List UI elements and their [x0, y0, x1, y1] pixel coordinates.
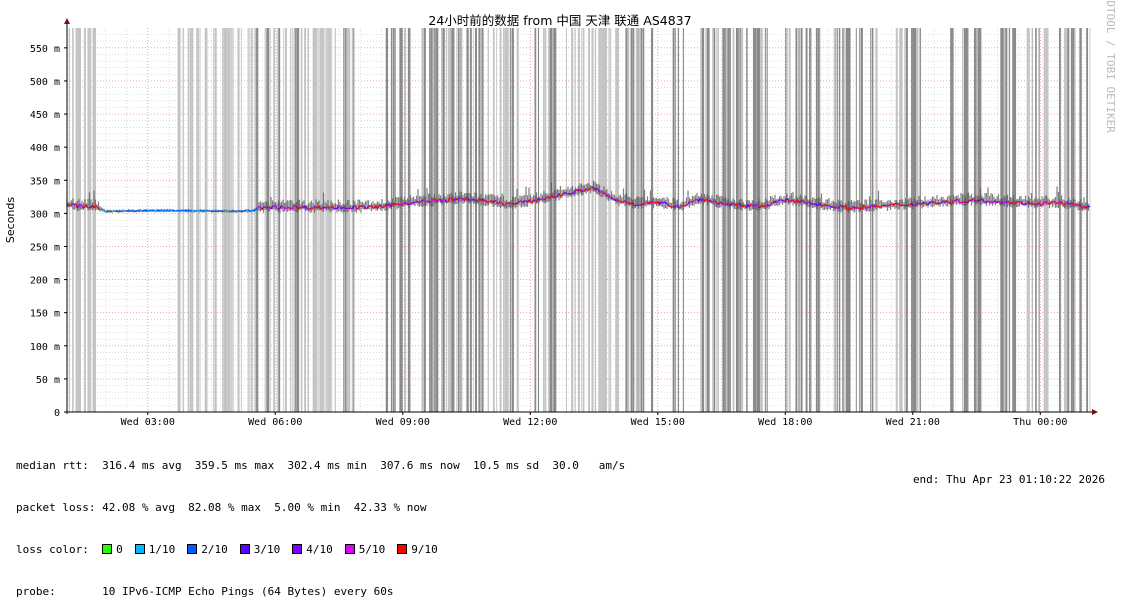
x-tick-label: Wed 12:00: [503, 417, 557, 428]
loss-color-swatch: [187, 544, 197, 554]
loss-band: [896, 28, 921, 412]
loss-band: [700, 28, 767, 412]
loss-color-swatch: [102, 544, 112, 554]
legend-panel: median rtt: 316.4 ms avg 359.5 ms max 30…: [16, 431, 625, 613]
loss-color-item: 0: [102, 543, 123, 556]
y-tick-label: 150 m: [30, 309, 60, 320]
y-tick-label: 0: [54, 408, 60, 419]
loss-color-item: 3/10: [240, 543, 281, 556]
y-tick-label: 200 m: [30, 276, 60, 287]
y-tick-label: 500 m: [30, 77, 60, 88]
x-tick-label: Wed 06:00: [248, 417, 302, 428]
loss-color-swatch: [135, 544, 145, 554]
y-tick-label: 100 m: [30, 342, 60, 353]
loss-band: [386, 28, 426, 412]
latency-chart: 0 50 m 100 m 150 m 200 m 250 m 300 m 350 m 400 m…: [0, 0, 1121, 430]
loss-color-swatches: 0 1/10 2/10 3/10 4/10 5/10 9/10: [102, 543, 450, 556]
loss-color-item: 2/10: [187, 543, 228, 556]
loss-color-label: loss color:: [16, 543, 89, 556]
loss-color-item-label: 1/10: [149, 543, 176, 556]
y-tick-label: 250 m: [30, 242, 60, 253]
probe-info: probe: 10 IPv6-ICMP Echo Pings (64 Bytes…: [16, 585, 625, 599]
y-tick-label: 300 m: [30, 209, 60, 220]
x-tick-label: Wed 09:00: [376, 417, 430, 428]
loss-color-legend: loss color: 0 1/10 2/10 3/10 4/10 5/10 9/10: [16, 543, 625, 557]
y-axis-label: Seconds: [4, 197, 17, 243]
x-tick-label: Wed 15:00: [631, 417, 685, 428]
loss-color-item-label: 5/10: [359, 543, 386, 556]
loss-color-item: 9/10: [397, 543, 438, 556]
loss-band: [222, 28, 258, 412]
end-time: end: Thu Apr 23 01:10:22 2026: [913, 473, 1105, 486]
loss-band: [1000, 28, 1016, 412]
loss-band: [615, 28, 653, 412]
loss-color-swatch: [397, 544, 407, 554]
x-tick-label: Wed 18:00: [758, 417, 812, 428]
loss-band: [343, 28, 354, 412]
loss-color-item: 4/10: [292, 543, 333, 556]
x-tick-label: Wed 03:00: [121, 417, 175, 428]
loss-color-swatch: [345, 544, 355, 554]
y-tick-label: 50 m: [36, 375, 60, 386]
loss-band: [178, 28, 217, 412]
median-rtt-stats: median rtt: 316.4 ms avg 359.5 ms max 30…: [16, 459, 625, 473]
chart-title: 24小时前的数据 from 中国 天津 联通 AS4837: [428, 13, 691, 28]
y-tick-label: 550 m: [30, 44, 60, 55]
y-tick-label: 400 m: [30, 143, 60, 154]
loss-color-item: 1/10: [135, 543, 176, 556]
loss-color-item-label: 3/10: [254, 543, 281, 556]
loss-color-swatch: [292, 544, 302, 554]
loss-color-item: 5/10: [345, 543, 386, 556]
packet-loss-stats: packet loss: 42.08 % avg 82.08 % max 5.0…: [16, 501, 625, 515]
loss-color-item-label: 9/10: [411, 543, 438, 556]
loss-band: [301, 28, 336, 412]
y-tick-label: 450 m: [30, 110, 60, 121]
y-tick-labels: 0 50 m 100 m 150 m 200 m 250 m 300 m 350 m 400 m…: [30, 44, 60, 419]
x-tick-label: Wed 21:00: [886, 417, 940, 428]
watermark: RRDTOOL / TOBI OETIKER: [1104, 0, 1117, 133]
rtt-smoke: [67, 180, 1089, 212]
loss-band: [566, 28, 611, 412]
y-tick-label: 350 m: [30, 176, 60, 187]
x-axis-arrow: [1092, 409, 1098, 415]
loss-color-item-label: 0: [116, 543, 123, 556]
y-axis-arrow: [64, 18, 70, 24]
x-tick-label: Thu 00:00: [1013, 417, 1067, 428]
loss-color-swatch: [240, 544, 250, 554]
x-tick-labels: Wed 03:00 Wed 06:00 Wed 09:00 Wed 12:00 Wed …: [121, 417, 1068, 428]
loss-color-item-label: 2/10: [201, 543, 228, 556]
axes: [64, 18, 1098, 415]
loss-color-item-label: 4/10: [306, 543, 333, 556]
loss-band: [424, 28, 484, 412]
loss-band: [1027, 28, 1091, 412]
